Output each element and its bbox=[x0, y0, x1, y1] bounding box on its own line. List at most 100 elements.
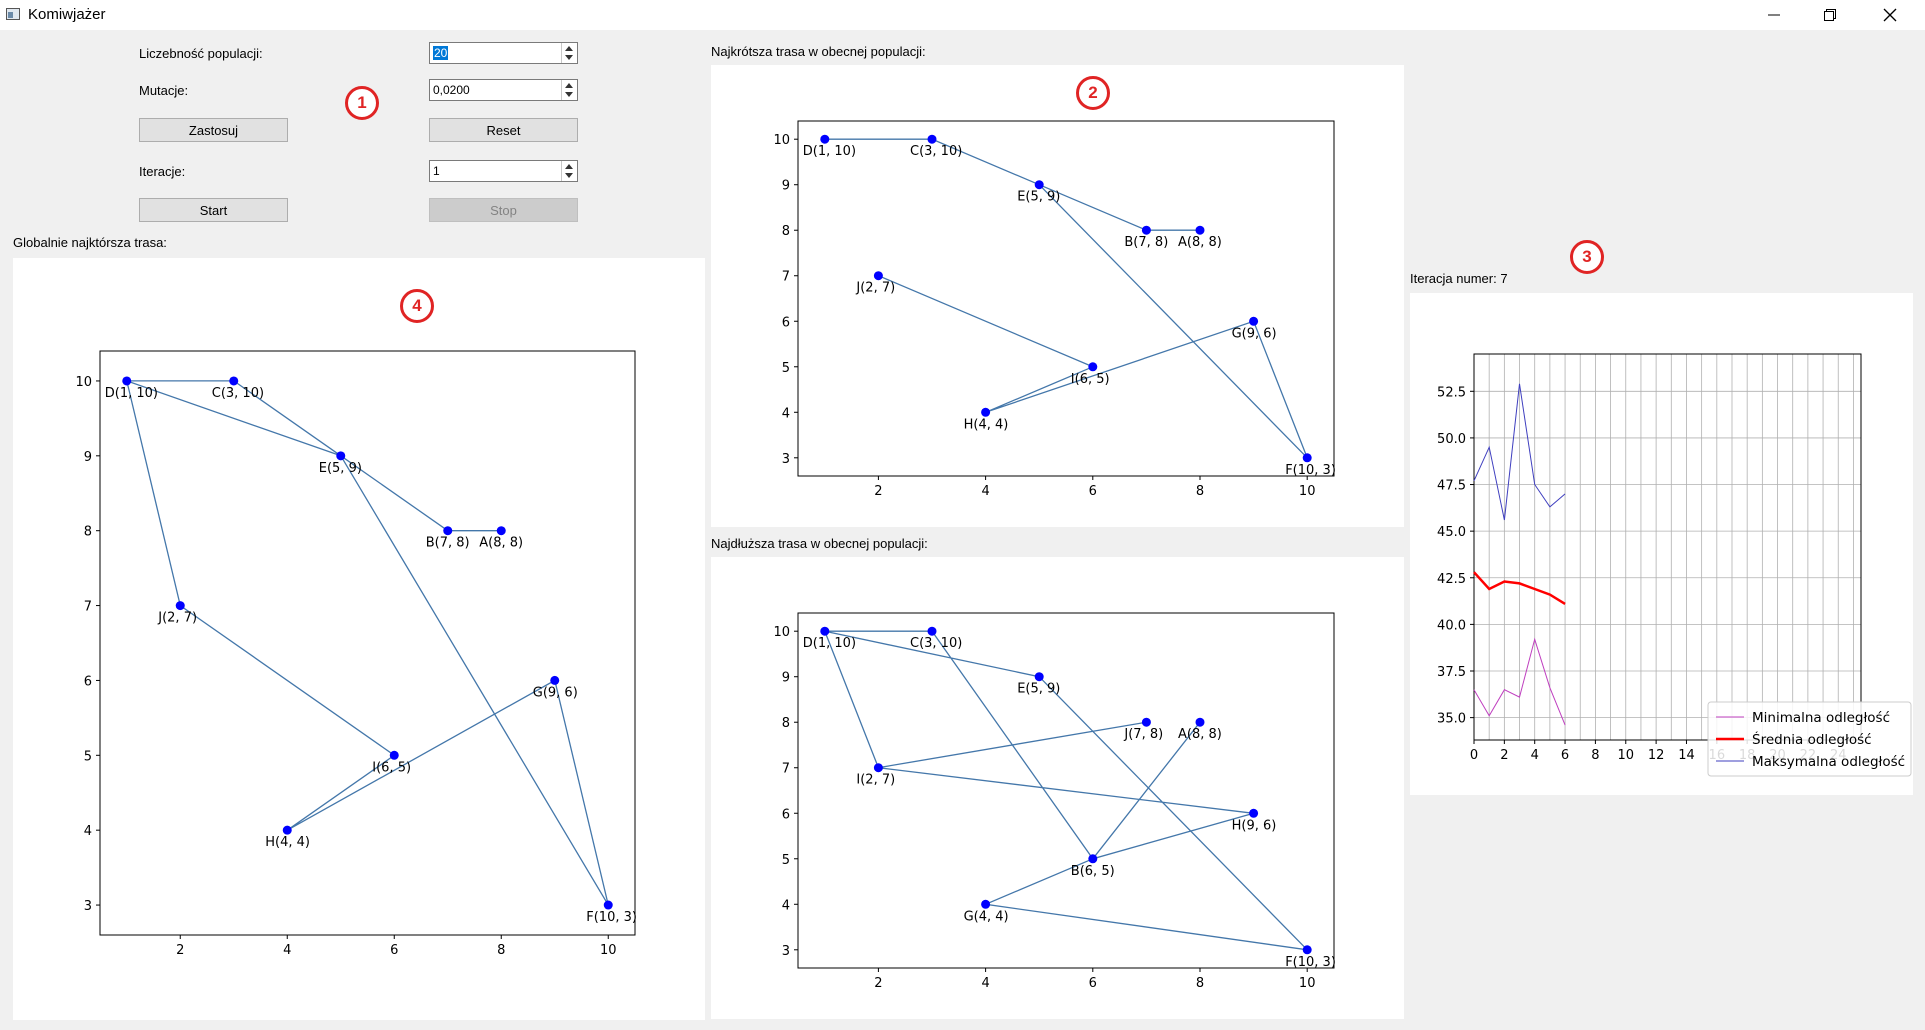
city-label: G(9, 6) bbox=[533, 685, 578, 700]
city-point bbox=[927, 626, 937, 636]
y-tick-label: 50.0 bbox=[1437, 432, 1466, 447]
y-tick-label: 6 bbox=[782, 807, 790, 822]
x-tick-label: 10 bbox=[1299, 484, 1316, 499]
city-label: E(5, 9) bbox=[1017, 682, 1060, 697]
iterations-spinbox[interactable]: 1 bbox=[429, 160, 578, 182]
y-tick-label: 10 bbox=[75, 375, 92, 390]
mutation-value[interactable]: 0,0200 bbox=[433, 83, 470, 97]
x-tick-label: 2 bbox=[1500, 748, 1508, 763]
spin-arrows[interactable] bbox=[561, 161, 577, 181]
minimize-icon[interactable] bbox=[1746, 0, 1802, 30]
y-tick-label: 35.0 bbox=[1437, 712, 1466, 727]
city-point bbox=[1141, 717, 1151, 727]
x-tick-label: 0 bbox=[1470, 748, 1478, 763]
legend-label: Maksymalna odległość bbox=[1752, 754, 1905, 770]
route-line bbox=[824, 138, 1308, 459]
y-tick-label: 37.5 bbox=[1437, 665, 1466, 680]
city-point bbox=[122, 376, 132, 386]
city-label: G(4, 4) bbox=[964, 909, 1009, 924]
apply-button[interactable]: Zastosuj bbox=[139, 118, 288, 142]
annotation-marker-3: 3 bbox=[1570, 240, 1604, 274]
y-tick-label: 6 bbox=[782, 315, 790, 330]
x-tick-label: 4 bbox=[981, 484, 989, 499]
city-label: B(7, 8) bbox=[1124, 235, 1168, 250]
city-label: I(6, 5) bbox=[1071, 372, 1110, 387]
city-label: B(7, 8) bbox=[426, 536, 470, 551]
spin-down-icon[interactable] bbox=[565, 173, 573, 178]
close-icon[interactable] bbox=[1862, 0, 1918, 30]
stop-button[interactable]: Stop bbox=[429, 198, 578, 222]
legend-label: Minimalna odległość bbox=[1752, 710, 1890, 726]
legend-label: Średnia odległość bbox=[1752, 730, 1872, 748]
x-tick-label: 10 bbox=[1299, 976, 1316, 991]
population-value[interactable]: 20 bbox=[433, 46, 449, 60]
x-tick-label: 2 bbox=[176, 943, 184, 958]
series-line bbox=[1473, 637, 1566, 726]
y-tick-label: 3 bbox=[782, 452, 790, 467]
x-tick-label: 10 bbox=[1617, 748, 1634, 763]
city-label: I(2, 7) bbox=[856, 773, 895, 788]
series-line bbox=[1473, 571, 1566, 605]
spin-up-icon[interactable] bbox=[565, 83, 573, 88]
mutation-label: Mutacje: bbox=[139, 83, 189, 98]
spin-arrows[interactable] bbox=[561, 80, 577, 100]
start-button[interactable]: Start bbox=[139, 198, 288, 222]
city-point bbox=[1034, 672, 1044, 682]
city-label: D(1, 10) bbox=[105, 386, 158, 401]
window-title: Komiwjażer bbox=[28, 6, 106, 23]
y-tick-label: 6 bbox=[84, 674, 92, 689]
y-tick-label: 9 bbox=[782, 179, 790, 194]
y-tick-label: 5 bbox=[782, 361, 790, 376]
reset-button[interactable]: Reset bbox=[429, 118, 578, 142]
x-tick-label: 2 bbox=[874, 484, 882, 499]
city-label: A(8, 8) bbox=[1178, 727, 1222, 742]
city-point bbox=[496, 526, 506, 536]
city-label: E(5, 9) bbox=[319, 461, 362, 476]
city-label: E(5, 9) bbox=[1017, 190, 1060, 205]
annotation-marker-4: 4 bbox=[400, 289, 434, 323]
x-tick-label: 10 bbox=[600, 943, 617, 958]
spin-down-icon[interactable] bbox=[565, 55, 573, 60]
population-spinbox[interactable]: 20 bbox=[429, 42, 578, 64]
city-point bbox=[1302, 945, 1312, 955]
x-tick-label: 4 bbox=[1531, 748, 1539, 763]
restore-icon[interactable] bbox=[1802, 0, 1858, 30]
route-line bbox=[125, 379, 609, 906]
x-tick-label: 6 bbox=[390, 943, 398, 958]
city-point bbox=[1195, 717, 1205, 727]
current-shortest-chart: 2 4 6 8 10 3 4 5 6 7 8 9 10 D(1, 10) C(3, 10) E(5, 9) B(… bbox=[773, 120, 1336, 499]
city-point bbox=[229, 376, 239, 386]
city-point bbox=[820, 626, 830, 636]
city-label: H(9, 6) bbox=[1232, 818, 1277, 833]
city-label: F(10, 3) bbox=[1285, 955, 1336, 970]
mutation-spinbox[interactable]: 0,0200 bbox=[429, 79, 578, 101]
city-point bbox=[1195, 225, 1205, 235]
city-point bbox=[981, 407, 991, 417]
spin-arrows[interactable] bbox=[561, 43, 577, 63]
city-label: J(2, 7) bbox=[157, 611, 197, 626]
spin-down-icon[interactable] bbox=[565, 92, 573, 97]
spin-up-icon[interactable] bbox=[565, 46, 573, 51]
city-point bbox=[175, 601, 185, 611]
axes-frame bbox=[797, 612, 1335, 969]
city-label: A(8, 8) bbox=[1178, 235, 1222, 250]
x-tick-label: 8 bbox=[497, 943, 505, 958]
city-label: F(10, 3) bbox=[1285, 463, 1336, 478]
spin-up-icon[interactable] bbox=[565, 164, 573, 169]
y-tick-label: 7 bbox=[782, 270, 790, 285]
city-label: C(3, 10) bbox=[910, 636, 962, 651]
population-label: Liczebność populacji: bbox=[139, 46, 263, 61]
y-tick-label: 5 bbox=[84, 749, 92, 764]
city-point bbox=[927, 134, 937, 144]
y-tick-label: 8 bbox=[84, 525, 92, 540]
y-tick-label: 4 bbox=[782, 898, 790, 913]
current-longest-label: Najdłuższa trasa w obecnej populacji: bbox=[711, 536, 928, 551]
city-label: A(8, 8) bbox=[479, 536, 523, 551]
y-tick-label: 40.0 bbox=[1437, 618, 1466, 633]
city-point bbox=[282, 825, 292, 835]
city-point bbox=[389, 750, 399, 760]
iterations-value[interactable]: 1 bbox=[433, 164, 440, 178]
city-label: H(4, 4) bbox=[265, 835, 310, 850]
y-tick-label: 3 bbox=[84, 899, 92, 914]
global-shortest-label: Globalnie najktórsza trasa: bbox=[13, 235, 167, 250]
